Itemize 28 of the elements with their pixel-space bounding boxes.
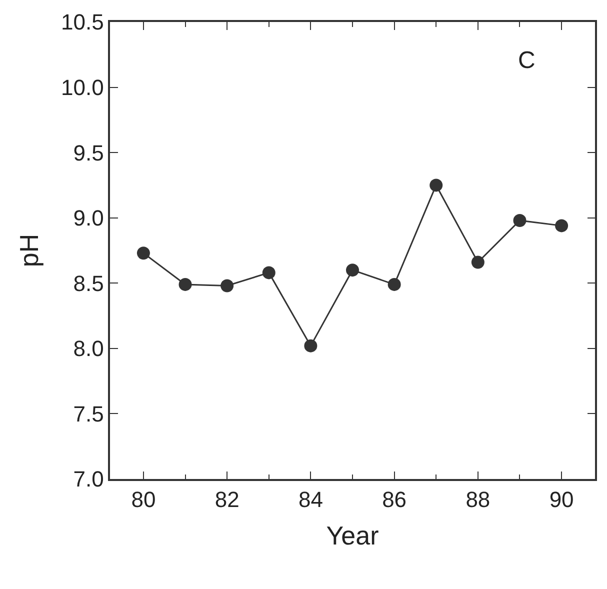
point: [220, 279, 234, 292]
point: [262, 266, 276, 280]
y-tick-label: 10.0: [61, 74, 104, 100]
point: [471, 256, 484, 269]
point: [430, 178, 443, 192]
x-tick-label: 88: [466, 487, 490, 512]
y-tick-label: 8.0: [73, 336, 104, 362]
point: [178, 278, 192, 291]
point: [136, 246, 150, 260]
y-tick-label: 9.5: [73, 140, 104, 166]
x-tick-label: 84: [298, 487, 323, 512]
x-tick-label: 80: [131, 487, 156, 512]
y-tick-label: 8.5: [73, 270, 104, 296]
y-tick-label: 7.5: [73, 401, 104, 426]
y-tick-label: 7.0: [73, 466, 104, 492]
x-tick-label: 90: [549, 487, 574, 512]
point: [513, 214, 526, 227]
annotation: C: [518, 47, 536, 74]
y-tick-label: 10.5: [61, 10, 104, 35]
x-axis-title: Year: [326, 520, 380, 550]
x-tick-label: 82: [214, 487, 240, 512]
point: [346, 264, 359, 277]
point: [304, 339, 318, 352]
point: [555, 219, 568, 232]
y-tick-label: 9.0: [73, 206, 104, 231]
y-axis-title: pH: [14, 234, 44, 268]
point: [388, 278, 401, 291]
x-tick-label: 86: [382, 487, 407, 512]
